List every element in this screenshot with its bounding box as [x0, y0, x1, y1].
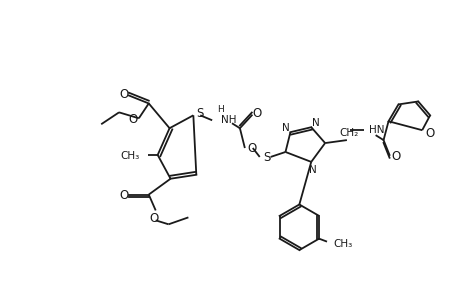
Text: N: N: [308, 165, 316, 175]
Text: H: H: [216, 105, 223, 114]
Text: O: O: [149, 212, 158, 225]
Text: O: O: [128, 113, 137, 126]
Text: S: S: [196, 107, 203, 120]
Text: CH₃: CH₃: [120, 151, 140, 161]
Text: O: O: [246, 142, 256, 154]
Text: CH₂: CH₂: [339, 128, 358, 138]
Text: O: O: [119, 189, 129, 202]
Text: N: N: [312, 118, 319, 128]
Text: O: O: [391, 150, 400, 164]
Text: NH: NH: [221, 115, 236, 125]
Text: CH₃: CH₃: [332, 238, 352, 249]
Text: N: N: [281, 123, 289, 133]
Text: O: O: [252, 107, 261, 120]
Text: S: S: [263, 152, 270, 164]
Text: O: O: [425, 127, 434, 140]
Text: HN: HN: [368, 125, 383, 135]
Text: O: O: [119, 88, 129, 101]
